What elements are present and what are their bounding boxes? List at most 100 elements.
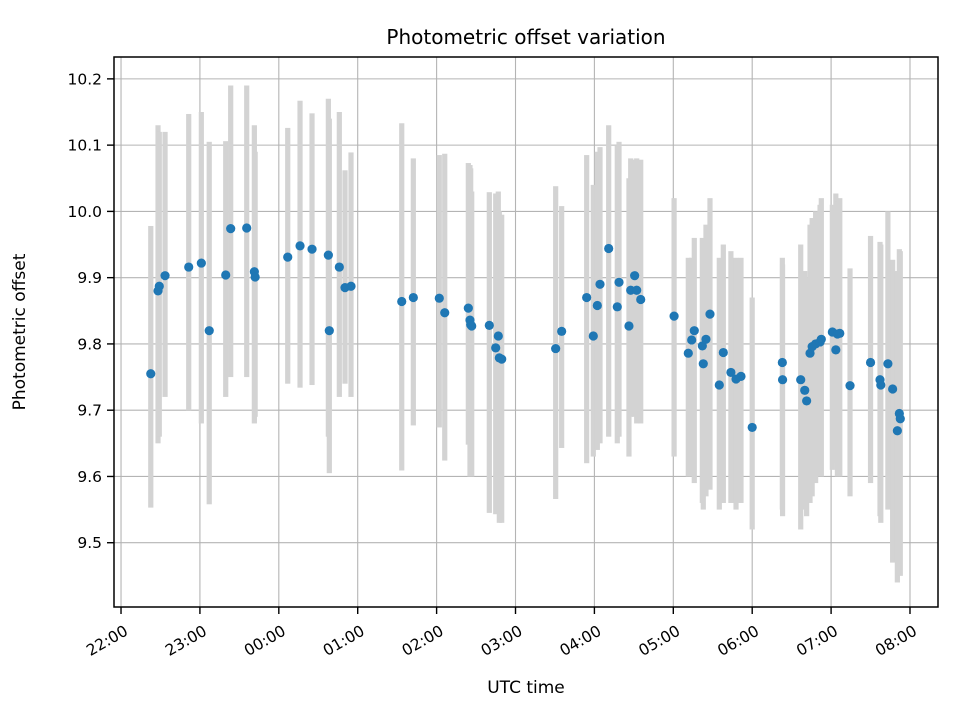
y-tick-label: 9.6 [77,468,102,486]
data-point [242,223,252,233]
x-tick-label: 02:00 [399,622,447,660]
y-tick-label: 10.1 [67,137,102,155]
error-bar [779,264,786,517]
data-point [796,375,806,385]
data-point [307,244,317,254]
data-point [718,347,728,358]
x-tick-label: 08:00 [872,622,920,660]
x-axis-label: UTC time [487,678,565,698]
y-tick-labels: 10.2 10.1 10.0 9.9 9.8 9.7 9.6 9.5 [67,70,102,552]
error-bar [436,155,442,428]
error-bar [252,151,258,417]
error-bar [691,237,697,484]
x-tick-label: 06:00 [715,622,763,660]
y-tick-label: 9.8 [77,335,102,353]
data-point [831,345,841,355]
y-tick-label: 10.0 [67,203,102,221]
error-bar [486,192,492,513]
error-bar [829,204,835,470]
data-point [614,277,624,287]
data-point [283,252,293,262]
error-bar [890,259,896,563]
data-point [582,292,592,303]
error-bar [707,198,713,490]
data-point [726,367,736,378]
data-point [705,309,715,319]
data-point [714,380,724,390]
data-point [747,422,757,433]
data-point [154,281,164,291]
x-tick-label: 01:00 [320,622,368,660]
data-point [493,331,503,341]
data-point [604,243,614,254]
x-tick-label: 03:00 [478,622,526,660]
data-point [683,348,693,358]
error-bar [162,131,168,397]
error-bar [186,113,192,411]
x-tick-label: 04:00 [557,622,605,660]
data-point [160,271,170,281]
chart-title: Photometric offset variation [386,25,665,49]
data-point [736,371,746,381]
data-point [883,359,893,369]
error-bar [584,155,590,464]
data-point [334,262,344,272]
data-point [636,294,646,305]
x-tick-label: 23:00 [162,622,210,660]
error-bar [442,153,448,461]
data-point [557,326,567,336]
data-point [196,258,206,268]
tick-marks [107,78,911,614]
data-point [630,271,640,281]
error-bar [348,152,354,397]
data-point [467,321,477,331]
error-bar [590,184,596,457]
error-bar [410,158,416,426]
data-point [701,334,711,344]
error-bar [720,244,726,503]
data-point [323,250,333,260]
data-point [324,326,334,336]
data-point [777,357,787,368]
data-point [777,375,788,385]
data-point [346,281,356,291]
error-bar [749,297,755,530]
data-point [463,303,473,313]
error-bar [728,251,734,503]
data-point [865,357,876,368]
data-point [612,302,622,312]
plot-spines [113,56,939,608]
data-point [226,224,236,234]
data-point [669,311,679,321]
error-bar [798,244,804,530]
error-bar [206,141,212,505]
data-point [687,335,697,345]
data-point [434,293,444,303]
y-axis-label: Photometric offset [10,253,30,410]
error-bar [223,141,229,397]
data-point [592,300,602,311]
data-point [800,385,810,395]
error-bar [342,170,348,384]
data-point [204,326,214,336]
error-bar [597,147,603,444]
y-tick-label: 10.2 [67,70,102,88]
data-points [146,223,905,436]
error-bar [499,214,505,523]
data-point [835,328,845,338]
error-bar [594,151,600,450]
data-point [802,396,812,406]
error-bar [326,118,332,474]
data-point [250,272,260,282]
y-tick-label: 9.7 [77,402,102,420]
data-point [816,334,826,344]
error-bar [198,112,204,424]
data-point [888,384,898,394]
data-point [698,359,708,369]
x-tick-label: 22:00 [83,622,131,660]
data-point [624,321,634,331]
error-bars [148,85,903,583]
error-bar [336,112,342,397]
data-point [892,426,902,436]
